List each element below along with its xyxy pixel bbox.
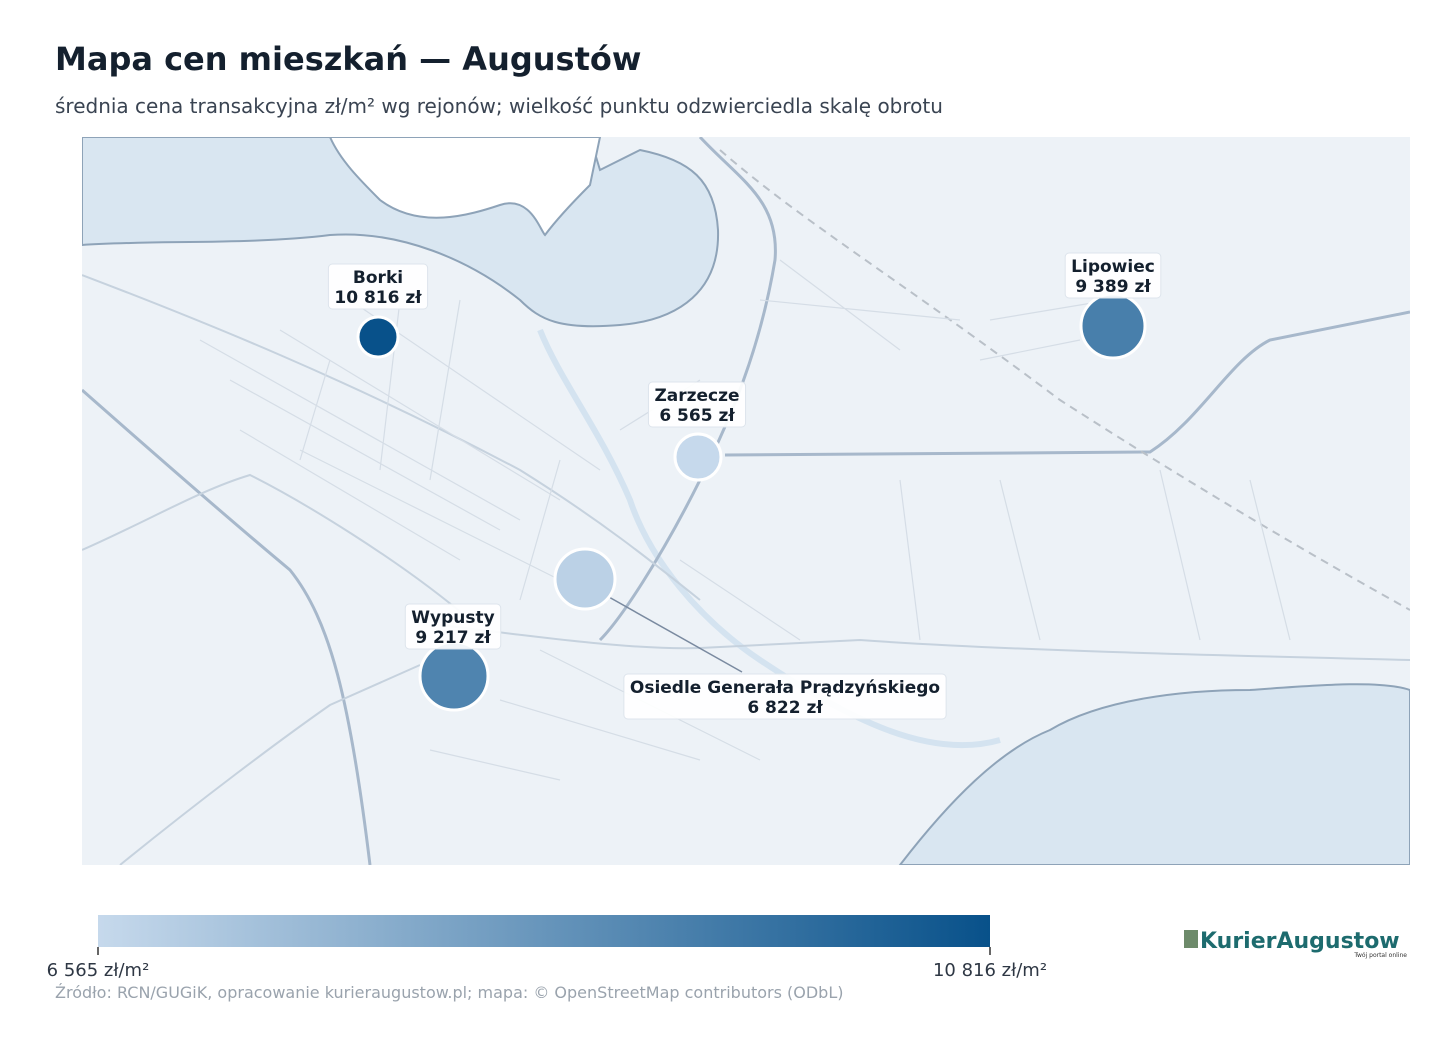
land-north <box>82 137 602 237</box>
colorbar-label: 6 565 zł/m² <box>47 960 150 981</box>
road <box>724 310 1410 457</box>
district-price: 6 822 zł <box>747 698 823 718</box>
district-name: Lipowiec <box>1071 257 1155 277</box>
logo-tagline: Twój portal online <box>1353 952 1407 959</box>
district-name: Borki <box>353 268 403 288</box>
railway <box>719 149 1410 611</box>
label-box <box>623 673 947 720</box>
district-price: 9 389 zł <box>1075 277 1151 297</box>
source: Źródło: RCN/GUGiK, opracowanie kurieraug… <box>55 983 843 1002</box>
logo-icon <box>1184 930 1198 948</box>
label-box <box>647 381 747 428</box>
title: Mapa cen mieszkań — Augustów <box>55 40 641 78</box>
label-box <box>404 603 502 650</box>
district-price: 6 565 zł <box>659 406 735 426</box>
road <box>82 388 372 865</box>
land <box>710 137 1410 150</box>
logo: KurierAugustow <box>1200 929 1400 954</box>
lake-south <box>898 683 1410 865</box>
district-name: Wypusty <box>411 608 494 628</box>
district-name: Osiedle Generała Prądzyńskiego <box>630 678 940 698</box>
district-price: 9 217 zł <box>415 628 491 648</box>
district-name: Zarzecze <box>654 386 739 406</box>
subtitle: średnia cena transakcyjna zł/m² wg rejon… <box>55 94 943 118</box>
colorbar <box>98 915 990 947</box>
label-box <box>327 263 429 310</box>
leader-line <box>599 591 743 673</box>
label-box <box>1064 252 1162 299</box>
colorbar-label: 10 816 zł/m² <box>933 960 1047 981</box>
road <box>119 664 421 865</box>
road <box>439 624 1410 661</box>
district-point <box>673 432 723 482</box>
river <box>537 328 1001 749</box>
road <box>82 473 471 621</box>
district-point <box>553 547 617 611</box>
district-point <box>418 640 490 712</box>
district-point <box>1079 292 1147 360</box>
district-point <box>356 315 400 359</box>
district-price: 10 816 zł <box>334 288 422 308</box>
map <box>82 137 1410 865</box>
